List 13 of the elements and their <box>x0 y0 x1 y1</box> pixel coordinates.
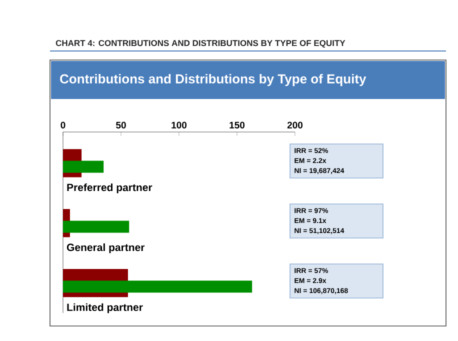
y-tick-label: Limited partner <box>67 303 143 314</box>
y-tick-label: Preferred partner <box>67 183 152 194</box>
x-tick-label: 50 <box>116 122 126 128</box>
bar <box>63 280 252 293</box>
x-tick-label: 150 <box>230 122 245 128</box>
x-tick-label: 0 <box>60 122 66 128</box>
chart-title: CHART 4: CONTRIBUTIONS AND DISTRIBUTIONS BY TYPE OF EQUITY <box>56 40 346 48</box>
bar <box>63 220 130 233</box>
bar <box>63 160 104 173</box>
x-tick-label: 200 <box>287 122 303 128</box>
x-tick-label: 100 <box>172 122 187 128</box>
y-tick-label: General partner <box>66 243 145 254</box>
chart-subtitle: Contributions and Distributions by Type of Equity <box>60 74 366 86</box>
